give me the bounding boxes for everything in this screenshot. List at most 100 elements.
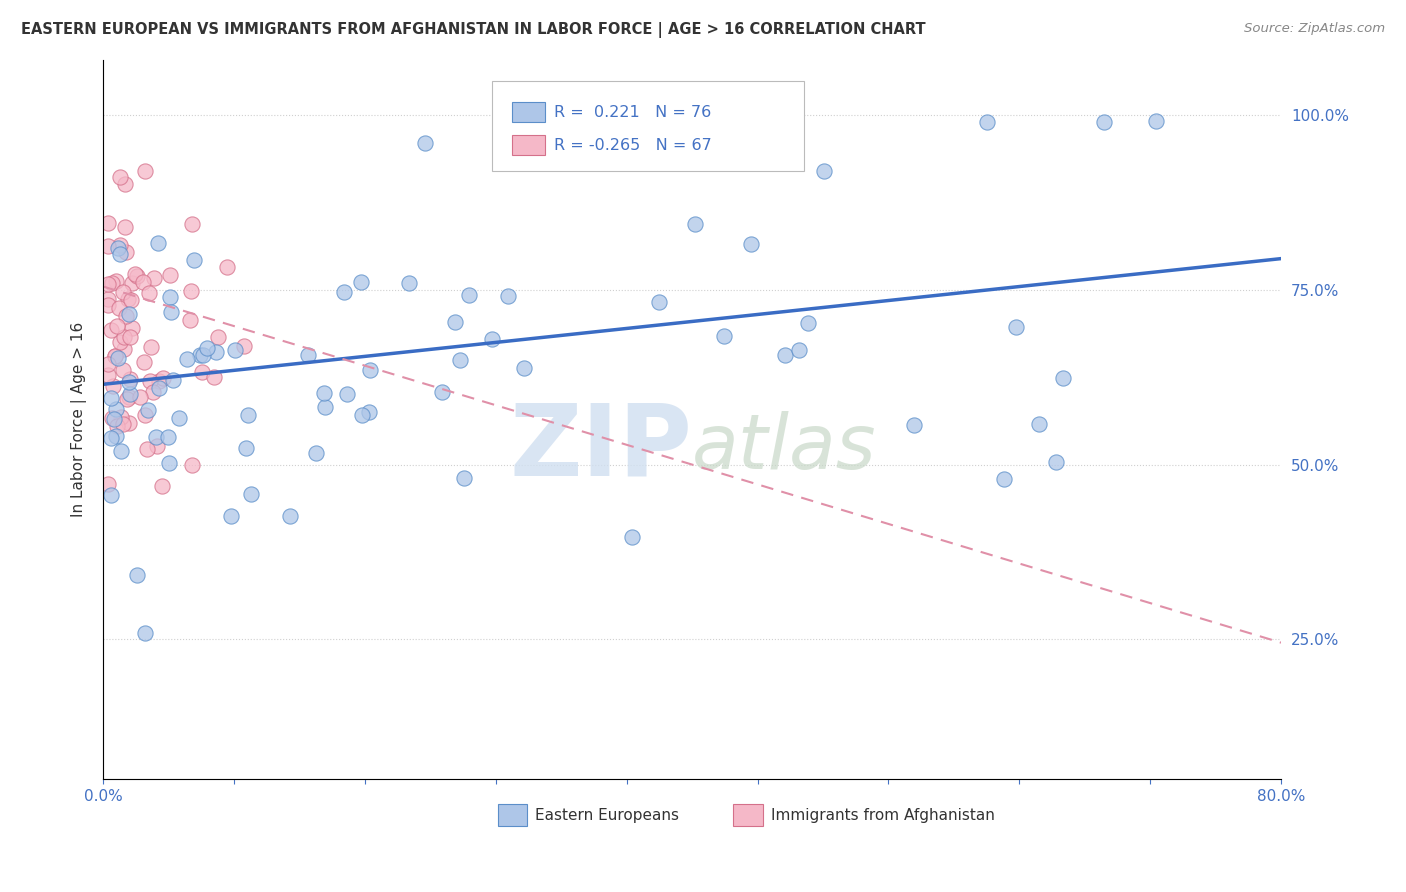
- Point: [1045, 454, 1067, 468]
- Text: R =  0.221   N = 76: R = 0.221 N = 76: [554, 104, 711, 120]
- Point: [648, 295, 671, 310]
- Point: [120, 329, 142, 343]
- Point: [117, 307, 139, 321]
- Point: [111, 417, 134, 431]
- Point: [107, 351, 129, 365]
- Point: [278, 509, 301, 524]
- Point: [176, 352, 198, 367]
- Bar: [498, 804, 527, 826]
- Point: [797, 316, 820, 330]
- Point: [104, 401, 127, 416]
- Point: [97, 216, 120, 230]
- Point: [114, 220, 136, 235]
- Y-axis label: In Labor Force | Age > 16: In Labor Force | Age > 16: [72, 322, 87, 516]
- Point: [357, 405, 380, 419]
- Point: [976, 115, 998, 129]
- Point: [202, 370, 225, 384]
- Point: [110, 170, 132, 185]
- Point: [110, 410, 132, 425]
- Point: [443, 315, 465, 329]
- Point: [449, 353, 471, 368]
- Point: [121, 277, 143, 291]
- Point: [104, 275, 127, 289]
- Point: [97, 298, 120, 312]
- Point: [207, 330, 229, 344]
- Point: [350, 276, 373, 290]
- Point: [103, 412, 125, 426]
- Point: [117, 375, 139, 389]
- Point: [134, 626, 156, 640]
- Point: [191, 348, 214, 362]
- Point: [152, 371, 174, 385]
- Point: [238, 408, 260, 422]
- Point: [457, 288, 479, 302]
- Point: [129, 390, 152, 404]
- Point: [205, 344, 228, 359]
- Point: [142, 385, 165, 400]
- Point: [167, 410, 190, 425]
- Point: [104, 349, 127, 363]
- Point: [481, 332, 503, 346]
- Point: [148, 374, 170, 388]
- Point: [685, 217, 707, 231]
- Point: [111, 285, 134, 300]
- Point: [114, 177, 136, 191]
- Point: [104, 349, 127, 363]
- Point: [333, 285, 356, 299]
- Text: ZIP: ZIP: [509, 400, 692, 497]
- Point: [993, 472, 1015, 486]
- Point: [162, 373, 184, 387]
- Point: [101, 378, 124, 392]
- Point: [100, 323, 122, 337]
- Point: [235, 442, 257, 456]
- Text: R = -0.265   N = 67: R = -0.265 N = 67: [554, 137, 711, 153]
- Point: [132, 355, 155, 369]
- Point: [1028, 417, 1050, 432]
- Point: [105, 319, 128, 334]
- Point: [108, 246, 131, 260]
- Point: [107, 241, 129, 255]
- Text: Immigrants from Afghanistan: Immigrants from Afghanistan: [770, 808, 995, 823]
- Point: [124, 267, 146, 281]
- Point: [398, 276, 420, 290]
- Point: [430, 385, 453, 400]
- Point: [180, 284, 202, 298]
- Point: [114, 342, 136, 356]
- Point: [159, 268, 181, 283]
- Point: [219, 508, 242, 523]
- Point: [112, 330, 135, 344]
- Point: [120, 372, 142, 386]
- Text: EASTERN EUROPEAN VS IMMIGRANTS FROM AFGHANISTAN IN LABOR FORCE | AGE > 16 CORREL: EASTERN EUROPEAN VS IMMIGRANTS FROM AFGH…: [21, 22, 925, 38]
- Point: [1144, 114, 1167, 128]
- Point: [160, 305, 183, 319]
- Point: [297, 348, 319, 362]
- Point: [314, 400, 336, 414]
- Point: [145, 430, 167, 444]
- Point: [215, 260, 238, 275]
- Point: [97, 476, 120, 491]
- Point: [118, 390, 141, 404]
- Point: [108, 301, 131, 315]
- Point: [125, 568, 148, 582]
- Point: [240, 487, 263, 501]
- Point: [108, 238, 131, 252]
- Point: [157, 430, 180, 444]
- Point: [100, 488, 122, 502]
- Point: [232, 339, 254, 353]
- Point: [101, 410, 124, 425]
- Point: [146, 236, 169, 251]
- Point: [105, 419, 128, 434]
- Point: [97, 368, 120, 382]
- Point: [100, 277, 122, 291]
- Point: [159, 290, 181, 304]
- Point: [148, 381, 170, 395]
- Point: [413, 136, 436, 150]
- Point: [195, 341, 218, 355]
- Point: [100, 392, 122, 406]
- Point: [336, 387, 359, 401]
- Point: [97, 357, 120, 371]
- Point: [97, 238, 120, 252]
- Bar: [734, 804, 763, 826]
- Point: [115, 392, 138, 406]
- Point: [104, 429, 127, 443]
